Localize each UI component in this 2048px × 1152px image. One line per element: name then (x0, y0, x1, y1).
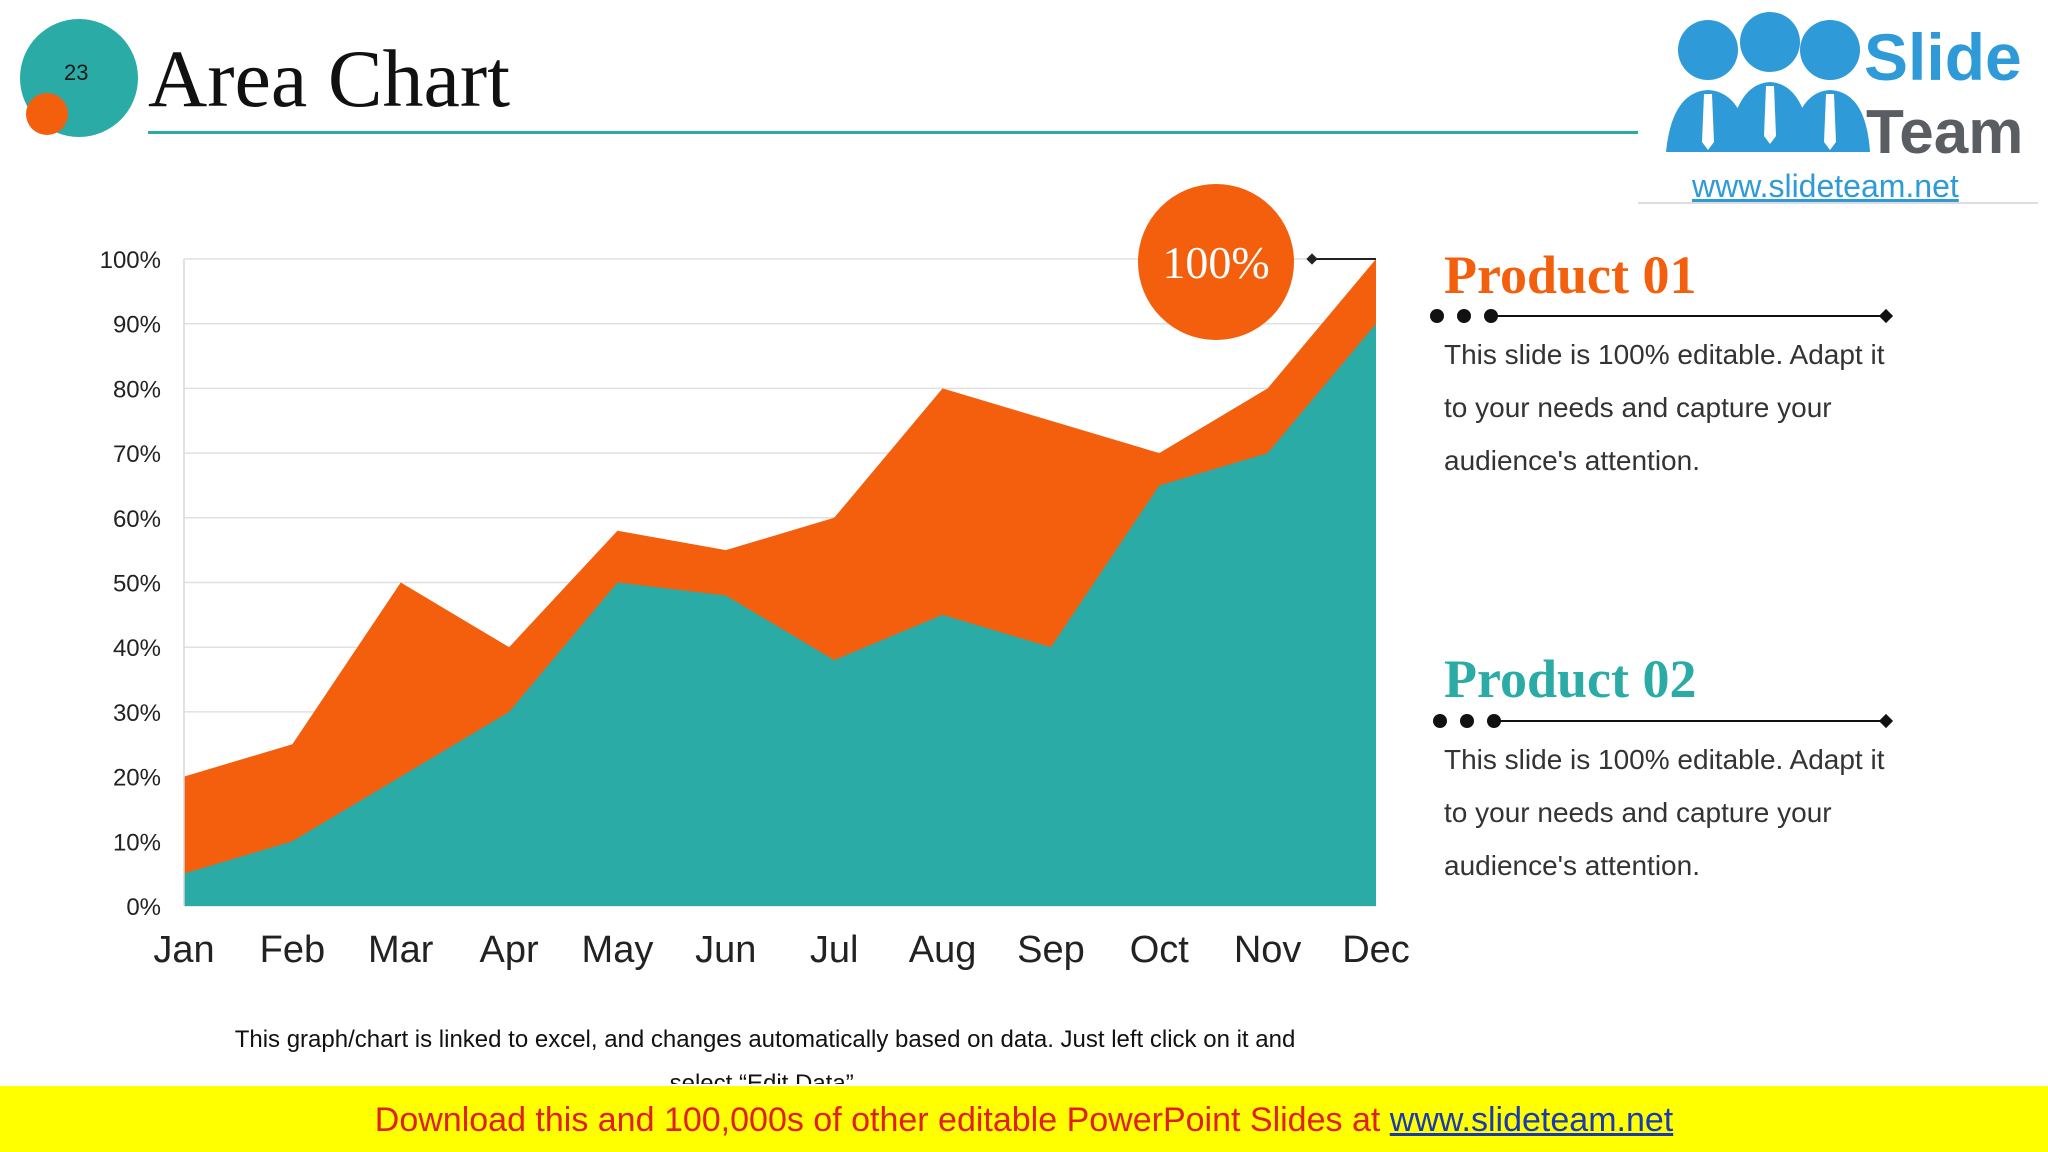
download-banner: Download this and 100,000s of other edit… (0, 1086, 2048, 1152)
y-tick-label: 90% (113, 312, 161, 339)
chart-axes: 0% 10% 20% 30% 40% 50% 60% 70% 80% 90% 100% Jan Feb M… (100, 247, 1410, 971)
x-tick-label: Mar (368, 929, 434, 971)
slide-number: 23 (64, 60, 89, 85)
peak-callout: 100% (1138, 184, 1376, 340)
logo-text-slide: Slide (1864, 20, 2022, 94)
x-tick-label: Oct (1130, 929, 1190, 971)
slideteam-logo: Slide Team www.slideteam.net (1638, 6, 2038, 204)
logo-divider (1638, 202, 2038, 204)
area-chart: 0% 10% 20% 30% 40% 50% 60% 70% 80% 90% 100% Jan Feb M… (100, 184, 1410, 971)
y-tick-label: 20% (113, 765, 161, 792)
x-tick-label: Apr (480, 929, 539, 971)
x-tick-label: Aug (909, 929, 977, 971)
x-tick-label: Jul (810, 929, 859, 971)
callout-leader-diamond (1306, 253, 1318, 265)
product-01-title: Product 01 (1444, 245, 1697, 305)
y-tick-label: 10% (113, 829, 161, 856)
chart-series (184, 259, 1376, 906)
logo-url-link[interactable]: www.slideteam.net (1692, 168, 1959, 204)
x-tick-label: Dec (1342, 929, 1410, 971)
x-tick-label: May (582, 929, 654, 971)
product-01-description: This slide is 100% editable. Adapt it to… (1444, 339, 1885, 476)
y-tick-label: 50% (113, 571, 161, 598)
x-tick-label: Jan (153, 929, 214, 971)
y-tick-label: 100% (100, 247, 161, 274)
banner-link[interactable]: www.slideteam.net (1389, 1101, 1674, 1139)
callout-circle (1138, 184, 1294, 340)
product-02-divider (1433, 713, 1894, 729)
title-underline (148, 131, 1638, 134)
logo-text-team: Team (1866, 98, 2024, 167)
x-tick-label: Feb (260, 929, 325, 971)
y-tick-label: 30% (113, 700, 161, 727)
y-tick-label: 70% (113, 441, 161, 468)
banner-message: Download this and 100,000s of other edit… (374, 1101, 1390, 1139)
y-tick-label: 60% (113, 506, 161, 533)
x-tick-label: Sep (1017, 929, 1085, 971)
chart-footnote: This graph/chart is linked to excel, and… (234, 1026, 1296, 1084)
product-02-description: This slide is 100% editable. Adapt it to… (1444, 744, 1885, 881)
product-02-title: Product 02 (1444, 649, 1697, 709)
slide-title: Area Chart (148, 33, 510, 124)
x-tick-label: Jun (695, 929, 756, 971)
banner-text: Download this and 100,000s of other edit… (0, 1101, 2048, 1140)
x-tick-label: Nov (1234, 929, 1302, 971)
y-tick-label: 40% (113, 635, 161, 662)
slide-number-accent-dot (26, 93, 68, 135)
y-tick-label: 80% (113, 376, 161, 403)
y-tick-label: 0% (126, 894, 161, 921)
product-01-divider (1430, 308, 1894, 324)
area-series-2 (184, 323, 1376, 906)
people-logo-icon (1666, 12, 1870, 152)
callout-label: 100% (1162, 237, 1269, 288)
